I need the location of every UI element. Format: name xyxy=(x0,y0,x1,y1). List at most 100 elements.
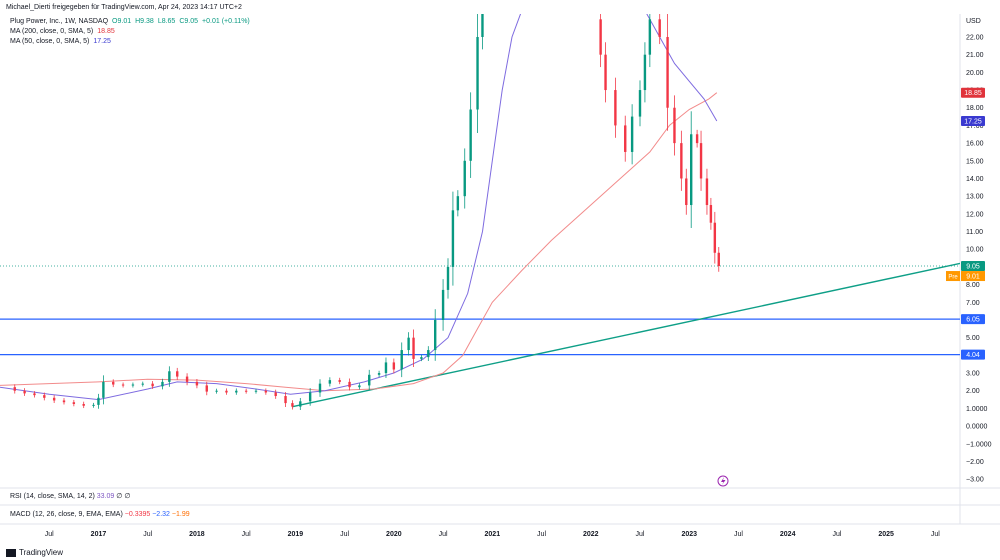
candle-body xyxy=(338,380,341,382)
candle-body xyxy=(446,266,450,290)
level-high-tag: 6.05 xyxy=(966,317,980,324)
candle-body xyxy=(131,384,135,386)
rsi-extra-1: ∅ xyxy=(116,493,123,500)
candle-body xyxy=(185,376,189,382)
candle-body xyxy=(680,143,683,179)
candle-body xyxy=(407,337,410,351)
macd-pane[interactable]: MACD (12, 26, close, 9, EMA, EMA) −0.339… xyxy=(0,509,960,523)
macd-legend: MACD (12, 26, close, 9, EMA, EMA) −0.339… xyxy=(10,511,190,518)
ma200-price-tag: 18.85 xyxy=(964,90,982,97)
candle-body xyxy=(348,381,351,388)
candle-body xyxy=(225,390,228,393)
candle-body xyxy=(215,390,218,392)
legend-open: O9.01 xyxy=(112,18,132,25)
candle-body xyxy=(412,337,415,359)
lightning-icon[interactable] xyxy=(717,475,729,487)
candle-body xyxy=(97,397,100,405)
y-tick-label: 3.00 xyxy=(966,371,980,378)
x-tick-label: Jul xyxy=(439,531,448,538)
x-tick-label: 2023 xyxy=(681,531,697,538)
y-tick-label: 20.00 xyxy=(966,70,984,77)
candle-body xyxy=(358,385,361,388)
x-tick-label: 2020 xyxy=(386,531,402,538)
lightning-icon-bolt xyxy=(721,477,726,485)
rsi-label: RSI (14, close, SMA, 14, 2) xyxy=(10,493,95,500)
candle-body xyxy=(102,381,105,398)
candle-body xyxy=(456,196,460,211)
level-low-tag: 4.04 xyxy=(966,352,980,359)
y-tick-label: −1.0000 xyxy=(966,441,992,448)
candle-body xyxy=(195,381,199,386)
x-tick-label: 2024 xyxy=(780,531,796,538)
attribution-text: Michael_Dierti freigegeben für TradingVi… xyxy=(6,4,242,11)
candle-body xyxy=(699,143,703,179)
x-tick-label: Jul xyxy=(340,531,349,538)
candle-body xyxy=(291,403,294,407)
y-tick-label: 0.0000 xyxy=(966,424,988,431)
candle-body xyxy=(673,107,676,144)
ma200-price-tag-bg[interactable] xyxy=(961,87,985,98)
level-high-tag-bg[interactable] xyxy=(961,314,985,325)
last-price-tag: 9.05 xyxy=(966,264,980,271)
legend-change: +0.01 (+0.11%) xyxy=(202,18,250,25)
currency-label: USD xyxy=(966,18,981,25)
candle-body xyxy=(308,392,312,402)
legend-symbol: Plug Power, Inc., 1W, NASDAQ xyxy=(10,18,109,25)
ma50-price-tag: 17.25 xyxy=(964,119,982,126)
candle-body xyxy=(695,134,699,144)
x-tick-label: Jul xyxy=(537,531,546,538)
candle-body xyxy=(284,396,287,404)
macd-signal-value: −1.99 xyxy=(171,511,190,518)
candle-body xyxy=(23,390,26,394)
last-price-tag-bg[interactable] xyxy=(961,261,985,272)
candle-body xyxy=(648,19,652,55)
candle-body xyxy=(434,319,437,351)
candle-body xyxy=(705,178,709,206)
candle-body xyxy=(384,362,388,374)
macd-label: MACD (12, 26, close, 9, EMA, EMA) xyxy=(10,511,123,518)
x-tick-label: 2019 xyxy=(288,531,304,538)
candle-body xyxy=(43,395,46,398)
candle-body xyxy=(33,393,36,396)
rsi-extra-2: ∅ xyxy=(124,493,131,500)
y-tick-label: 1.0000 xyxy=(966,406,988,413)
rsi-value: 33.09 xyxy=(96,493,115,500)
candle-body xyxy=(643,54,647,91)
tradingview-logo[interactable]: TradingView xyxy=(6,548,63,557)
y-tick-label: 18.00 xyxy=(966,105,984,112)
plot-area[interactable] xyxy=(0,0,960,411)
candle-body xyxy=(168,371,171,382)
level-low-tag-bg[interactable] xyxy=(961,349,985,360)
candle-body xyxy=(469,109,472,161)
pre-label: Pre xyxy=(948,275,958,281)
footer: TradingView xyxy=(0,546,1000,560)
candle-body xyxy=(176,371,179,377)
y-tick-label: 8.00 xyxy=(966,282,980,289)
x-tick-label: Jul xyxy=(931,531,940,538)
candle-body xyxy=(427,350,430,358)
candle-body xyxy=(666,36,669,108)
pre-price-tag-bg xyxy=(961,271,985,282)
y-tick-label: 13.00 xyxy=(966,194,984,201)
chart-legend: Plug Power, Inc., 1W, NASDAQ O9.01 H9.38… xyxy=(10,17,250,47)
ma50-price-tag-bg[interactable] xyxy=(961,116,985,127)
y-tick-label: 7.00 xyxy=(966,300,980,307)
candle-body xyxy=(481,14,484,37)
candle-body xyxy=(112,381,115,385)
x-tick-label: 2025 xyxy=(878,531,894,538)
ma200-line xyxy=(0,92,718,392)
candle-body xyxy=(264,390,268,393)
legend-ma50-row[interactable]: MA (50, close, 0, SMA, 5) 17.25 xyxy=(10,37,250,47)
legend-ma200-row[interactable]: MA (200, close, 0, SMA, 5) 18.85 xyxy=(10,27,250,37)
rsi-pane[interactable]: RSI (14, close, SMA, 14, 2) 33.09 ∅ ∅ xyxy=(0,490,960,504)
y-tick-label: 22.00 xyxy=(966,34,984,41)
candle-body xyxy=(717,252,720,267)
candle-body xyxy=(121,384,125,386)
y-tick-label: 11.00 xyxy=(966,229,983,236)
candle-body xyxy=(82,403,85,406)
y-tick-label: 12.00 xyxy=(966,211,984,218)
candle-body xyxy=(13,387,16,391)
candle-body xyxy=(299,401,302,407)
candle-body xyxy=(685,178,688,206)
